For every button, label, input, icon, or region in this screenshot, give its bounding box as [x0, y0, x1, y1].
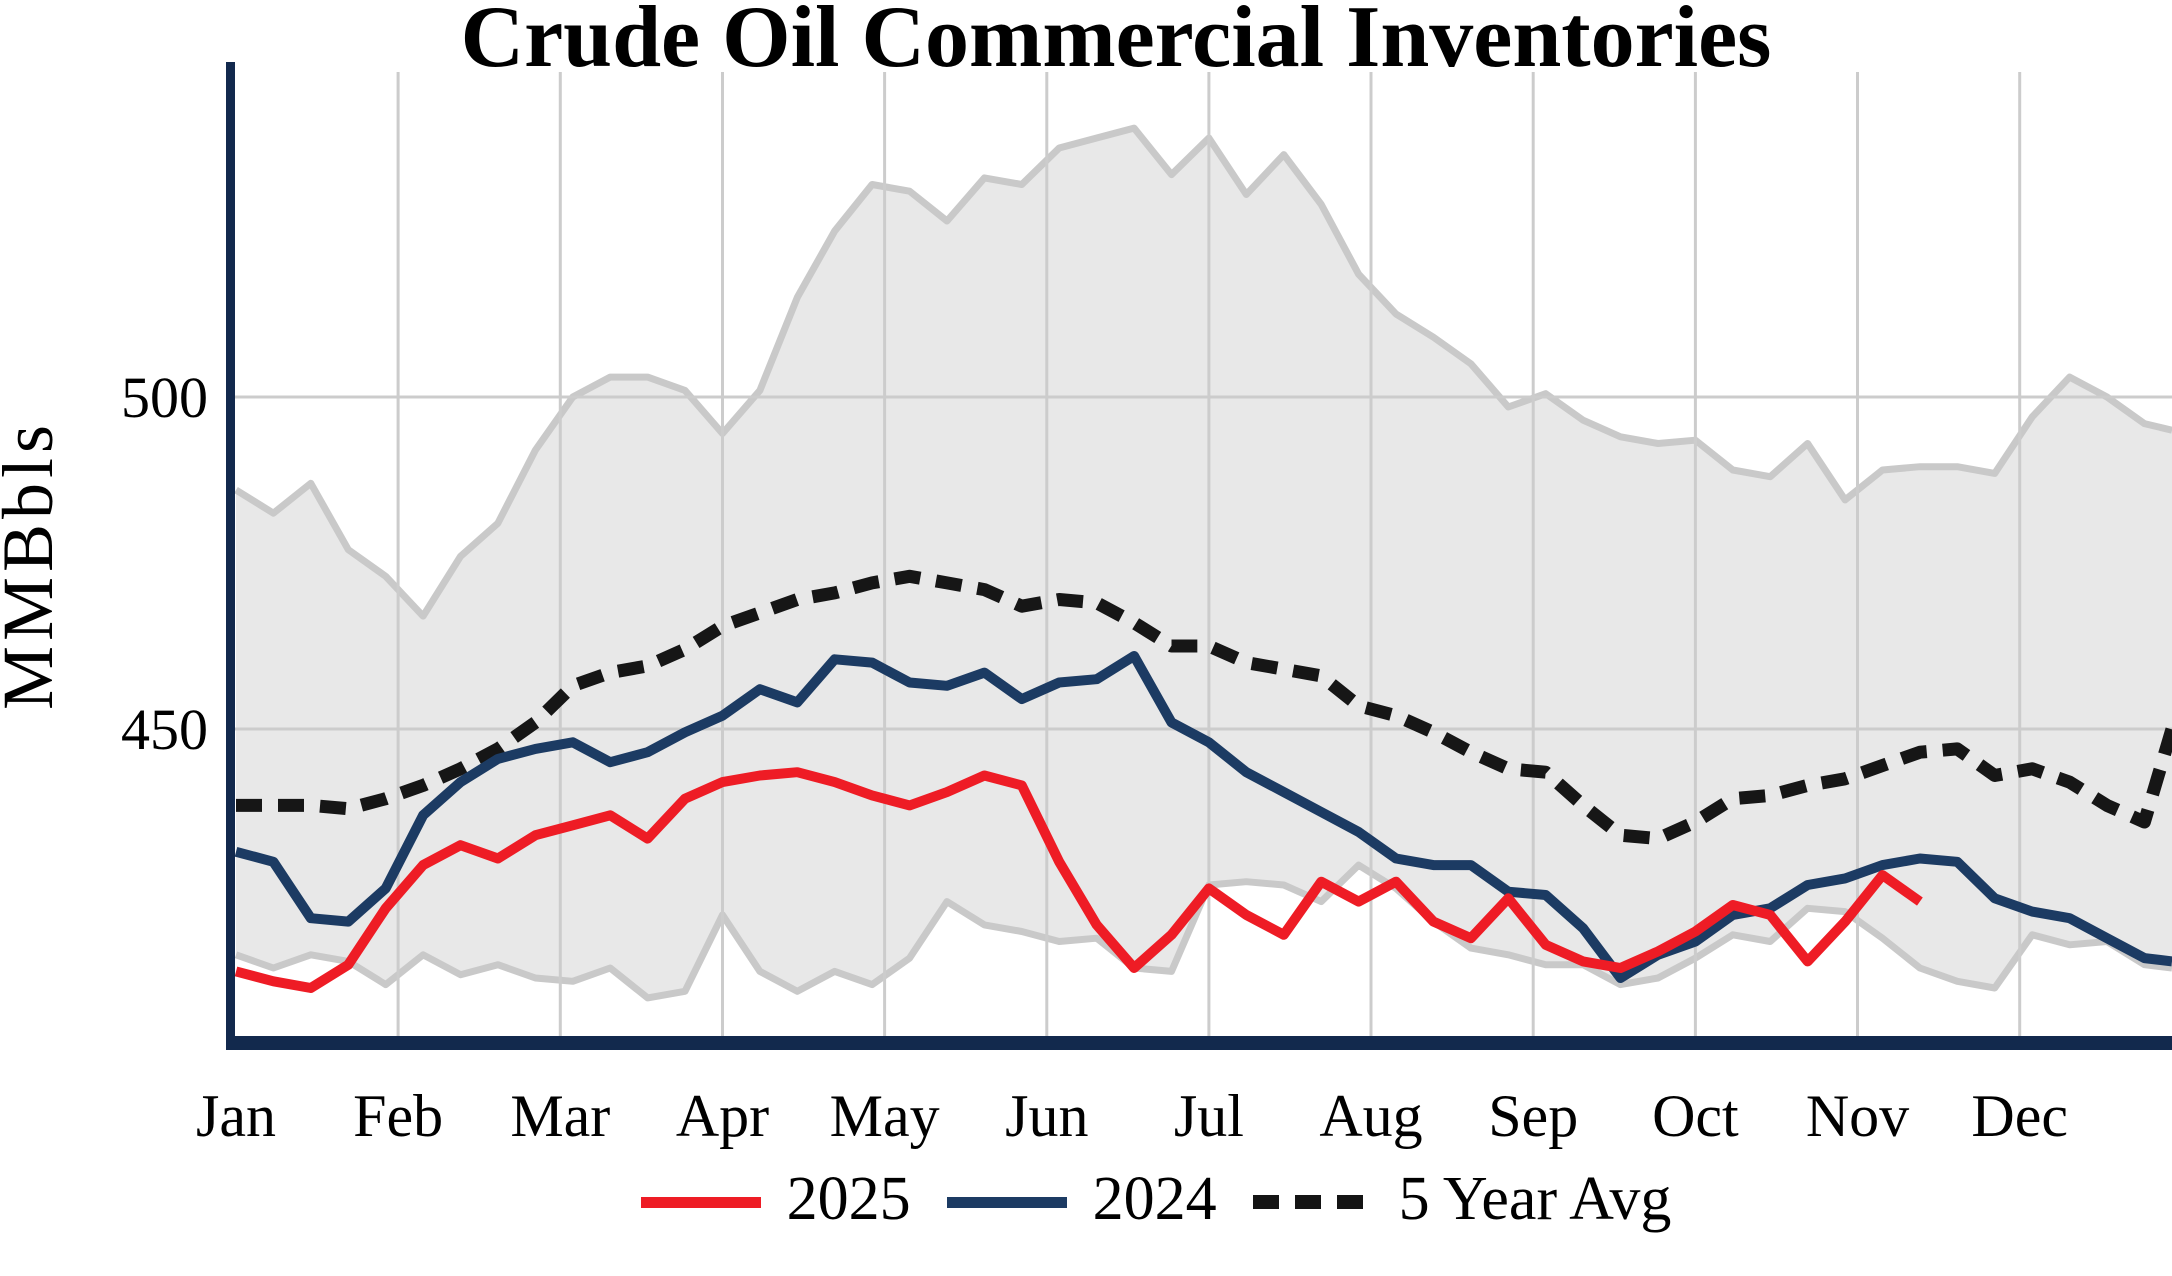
- five-year-avg-line: [236, 569, 2172, 846]
- legend-2024-line-swatch: [946, 1196, 1067, 1208]
- line-2025: [234, 767, 1923, 993]
- legend-5yr-avg-line-swatch: [1252, 1195, 1373, 1209]
- y-axis-tick-labels: 500 450: [121, 365, 208, 762]
- month-label-jun: Jun: [1005, 1083, 1088, 1149]
- month-label-dec: Dec: [1971, 1083, 2068, 1149]
- month-label-apr: Apr: [676, 1083, 769, 1149]
- x-axis-month-labels: Jan Feb Mar Apr May Jun Jul Aug Sep Oct Nov Dec: [196, 1083, 2068, 1149]
- y-axis-spine: [226, 62, 235, 1050]
- data-series-lines: [234, 569, 2172, 993]
- legend-item-5yr-avg: 5 Year Avg: [1252, 1165, 1672, 1236]
- line-2024: [234, 651, 2172, 983]
- month-label-aug: Aug: [1319, 1083, 1422, 1149]
- legend-2025-line-swatch: [640, 1196, 761, 1208]
- month-label-may: May: [830, 1083, 940, 1149]
- month-label-oct: Oct: [1652, 1083, 1739, 1149]
- month-label-jul: Jul: [1174, 1083, 1244, 1149]
- legend-2025-label: 2025: [786, 1165, 911, 1233]
- axes: [226, 62, 2172, 1050]
- month-label-nov: Nov: [1806, 1083, 1909, 1149]
- month-label-feb: Feb: [353, 1083, 443, 1149]
- y-tick-label: 450: [121, 697, 208, 762]
- month-label-jan: Jan: [196, 1083, 276, 1149]
- legend-5yr-avg-label: 5 Year Avg: [1398, 1165, 1672, 1233]
- y-tick-label: 500: [121, 365, 208, 430]
- x-axis-spine: [226, 1036, 2172, 1050]
- legend: 2025 2024 5 Year Avg: [70, 1168, 2172, 1236]
- y-axis-label: MMBbls: [0, 420, 68, 710]
- month-label-mar: Mar: [510, 1083, 610, 1149]
- legend-item-2024: 2024: [946, 1165, 1217, 1236]
- legend-item-2025: 2025: [640, 1165, 911, 1236]
- chart-title: Crude Oil Commercial Inventories: [461, 0, 1772, 86]
- legend-2024-label: 2024: [1092, 1165, 1217, 1233]
- month-label-sep: Sep: [1488, 1083, 1578, 1149]
